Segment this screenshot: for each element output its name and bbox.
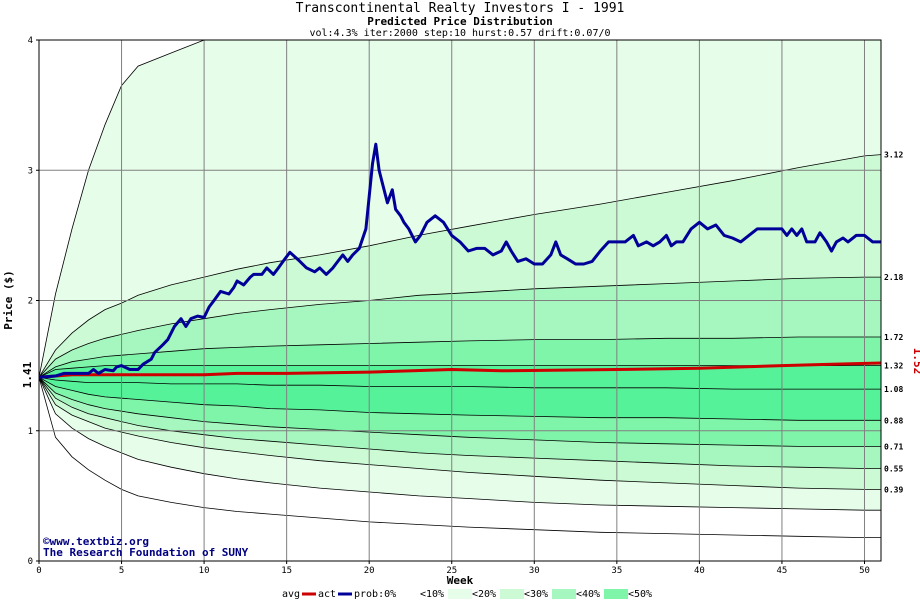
plot-area [38,39,882,562]
band-end-label-6: 0.71 [884,442,903,451]
legend: avg act prob:0% <10% <20% <30% <40% <50% [282,589,652,600]
y-tick-label-3: 3 [28,166,33,176]
legend-band-20-label: <20% [472,589,496,600]
x-tick-label-20: 20 [364,566,375,576]
band-end-label-4: 1.08 [884,385,903,394]
band-end-label-0: 3.12 [884,151,903,160]
x-tick-label-10: 10 [199,566,210,576]
series-line-act [38,142,881,379]
legend-avg-label: avg [282,589,300,600]
legend-swatch-20 [500,589,524,599]
legend-swatch-40 [604,589,628,599]
y-tick-label-2: 2 [28,297,33,307]
probability-band-9 [39,377,881,511]
end-average-price-label: 1.52 [911,348,920,375]
probability-band-1 [39,154,881,378]
legend-band-30-label: <30% [524,589,548,600]
grid-lines [39,40,881,561]
legend-band-10-label: <10% [420,589,444,600]
band-end-label-5: 0.88 [884,416,903,425]
x-tick-label-15: 15 [281,566,292,576]
x-axis-label: Week [447,574,474,587]
x-tick-label-30: 30 [529,566,540,576]
x-tick-label-5: 5 [119,566,124,576]
y-tick-label-0: 0 [28,557,33,567]
probability-band-4 [39,365,881,390]
band-end-label-2: 1.72 [884,333,903,342]
x-axis-ticks: 0 5 10 15 20 25 30 35 40 45 50 [36,561,870,576]
x-tick-label-25: 25 [446,566,457,576]
y-axis-ticks: 0 1 2 3 4 [28,36,39,567]
probability-band-10 [39,377,881,538]
probability-bands [39,40,881,538]
series-lines [38,142,882,379]
probability-band-8 [39,377,881,490]
chart-subtitle: Predicted Price Distribution [367,15,552,28]
legend-swatch-0 [396,589,420,599]
probability-band-7 [39,377,881,469]
chart-title: Transcontinental Realty Investors I - 19… [296,1,625,16]
band-end-labels: 3.12 2.18 1.72 1.32 1.08 0.88 0.71 0.55 0.39 [884,151,903,495]
y-tick-label-1: 1 [28,427,33,437]
outer-band-top [39,40,881,378]
x-tick-label-0: 0 [36,566,41,576]
x-tick-label-40: 40 [694,566,705,576]
y-tick-label-4: 4 [28,36,33,46]
probability-band-2 [39,277,881,378]
probability-band-6 [39,377,881,447]
legend-swatch-30 [552,589,576,599]
band-end-label-8: 0.39 [884,485,903,494]
legend-prob-label: prob:0% [354,589,396,600]
credit-organization: The Research Foundation of SUNY [43,546,249,559]
y-axis-label: Price ($) [2,270,15,330]
band-end-label-1: 2.18 [884,273,903,282]
chart-parameters: vol:4.3% iter:2000 step:10 hurst:0.57 dr… [309,28,610,39]
x-tick-label-45: 45 [777,566,788,576]
legend-act-label: act [318,589,336,600]
legend-band-50-label: <50% [628,589,652,600]
probability-band-0 [39,40,881,378]
band-end-label-7: 0.55 [884,465,903,474]
x-tick-label-35: 35 [611,566,622,576]
start-price-label: 1.41 [21,361,34,388]
legend-swatch-10 [448,589,472,599]
credit-website: ©www.textbiz.org [43,535,149,548]
x-tick-label-50: 50 [859,566,870,576]
legend-band-40-label: <40% [576,589,600,600]
band-end-label-3: 1.32 [884,362,903,371]
